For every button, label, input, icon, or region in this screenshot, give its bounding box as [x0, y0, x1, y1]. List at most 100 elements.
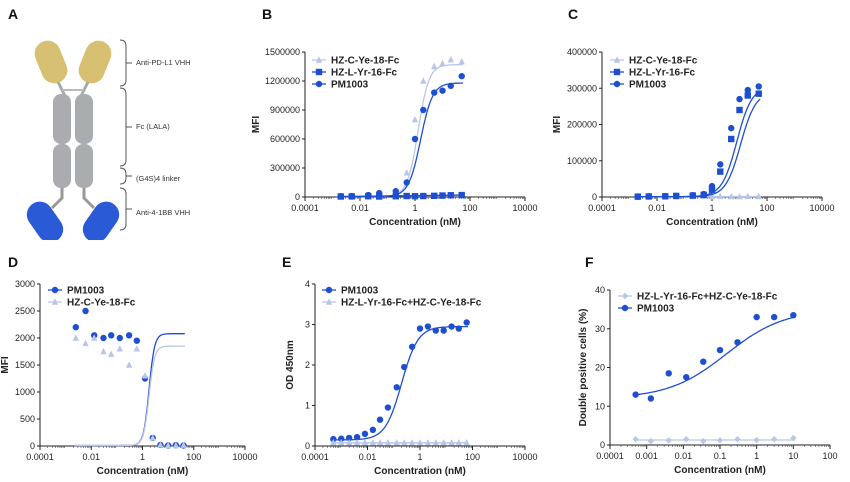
chart-b: 0 300000 600000 900000 1200000 1500000 0.0001 0… [251, 47, 538, 228]
data-point [149, 434, 156, 441]
chart-f: 0 10 20 30 40 0.0001 0.001 0.01 0.1 1 10 100 Concent… [578, 285, 838, 476]
data-point [353, 433, 361, 441]
data-point [403, 169, 410, 176]
data-point [361, 439, 369, 446]
data-point [411, 135, 419, 143]
series-2 [337, 72, 465, 200]
y-tick-label: 0 [592, 192, 597, 202]
fit-curve [636, 98, 761, 198]
data-point [82, 307, 89, 315]
bracket [119, 87, 127, 167]
series-0 [72, 307, 187, 449]
panel-letter-e: E [282, 254, 292, 270]
data-point [717, 192, 724, 200]
y-axis-title: OD 450nm [285, 340, 296, 390]
data-point [403, 192, 410, 200]
data-point [463, 319, 470, 326]
anti-41bb-vhh-left [26, 201, 64, 240]
x-tick-label: 100 [462, 203, 477, 213]
data-point [432, 327, 440, 334]
data-point [164, 441, 172, 449]
hinge-top [56, 81, 90, 97]
data-point [369, 426, 377, 433]
data-point [420, 77, 427, 84]
data-point [348, 192, 355, 200]
anti-pd-l1-vhh-right [78, 40, 112, 84]
y-tick-label: 2 [305, 360, 310, 370]
data-point [753, 313, 760, 321]
anti-41bb-vhh-right [82, 201, 120, 240]
series-0 [632, 434, 797, 445]
data-point [393, 439, 400, 446]
panel-letter-b: B [262, 6, 273, 22]
data-point [408, 439, 416, 446]
y-tick-label: 4 [305, 279, 310, 289]
data-point [632, 435, 639, 443]
y-tick-label: 20 [595, 363, 605, 373]
fc-ch3-right [75, 144, 93, 188]
series-1 [632, 311, 797, 402]
data-point [345, 439, 353, 446]
data-point [736, 95, 743, 103]
y-tick-label: 500 [20, 414, 35, 424]
g4s-linker [50, 188, 96, 210]
data-point [448, 323, 455, 330]
data-point [424, 323, 432, 330]
data-point [736, 192, 743, 200]
fit-curve [339, 82, 464, 198]
data-point [744, 86, 751, 94]
y-tick-label: 10 [595, 401, 605, 411]
x-tick-label: 10000 [512, 452, 537, 462]
data-point [728, 124, 735, 132]
data-point [647, 395, 655, 402]
x-tick-label: 100 [759, 203, 774, 213]
x-tick-label: 0.01 [351, 203, 369, 213]
x-tick-label: 1 [140, 452, 145, 462]
fc-ch2-left [53, 94, 71, 144]
data-point [392, 193, 399, 200]
y-tick-label: 300000 [567, 83, 597, 93]
series-1 [72, 334, 187, 449]
data-point [376, 189, 383, 197]
x-axis-title: Concentration (nM) [674, 465, 766, 476]
data-point [458, 191, 465, 199]
fc-ch3-left [53, 144, 71, 188]
legend-label: PM1003 [341, 286, 379, 297]
data-point [72, 324, 80, 331]
legend-label: PM1003 [629, 80, 667, 91]
data-point [400, 439, 408, 446]
antibody-diagram: Anti-PD-L1 VHH Fc (LALA) (G4S)4 linker Anti… [26, 39, 191, 240]
diagram-label: Anti-4-1BB VHH [136, 208, 190, 217]
data-point [337, 193, 344, 200]
y-axis-title: MFI [0, 356, 11, 373]
data-point [172, 441, 180, 449]
data-point [345, 434, 353, 442]
chart-e: 0 1 2 3 4 0.0001 0.01 1 100 10000 Concentration (n… [285, 279, 538, 477]
panel-letter-d: D [8, 254, 19, 270]
data-point [431, 192, 438, 200]
data-point [439, 87, 446, 94]
y-tick-label: 0 [600, 440, 605, 450]
data-point [708, 186, 716, 193]
x-tick-label: 0.1 [714, 451, 727, 461]
data-point [141, 372, 149, 379]
data-point [447, 82, 454, 90]
data-point [734, 435, 741, 443]
data-point [100, 334, 107, 342]
x-tick-label: 1 [754, 451, 759, 461]
y-tick-label: 1200000 [265, 76, 300, 86]
data-point [455, 439, 462, 446]
data-point [376, 416, 384, 423]
data-point [72, 334, 80, 341]
x-tick-label: 10000 [512, 203, 537, 213]
legend-label: HZ-L-Yr-16-Fc+HZ-C-Ye-18-Fc [341, 298, 482, 309]
data-point [384, 404, 392, 411]
data-point [645, 193, 652, 200]
legend-label: PM1003 [331, 80, 369, 91]
data-point [424, 439, 432, 446]
data-point [361, 430, 369, 438]
x-tick-label: 0.0001 [291, 203, 319, 213]
data-point [338, 435, 345, 442]
